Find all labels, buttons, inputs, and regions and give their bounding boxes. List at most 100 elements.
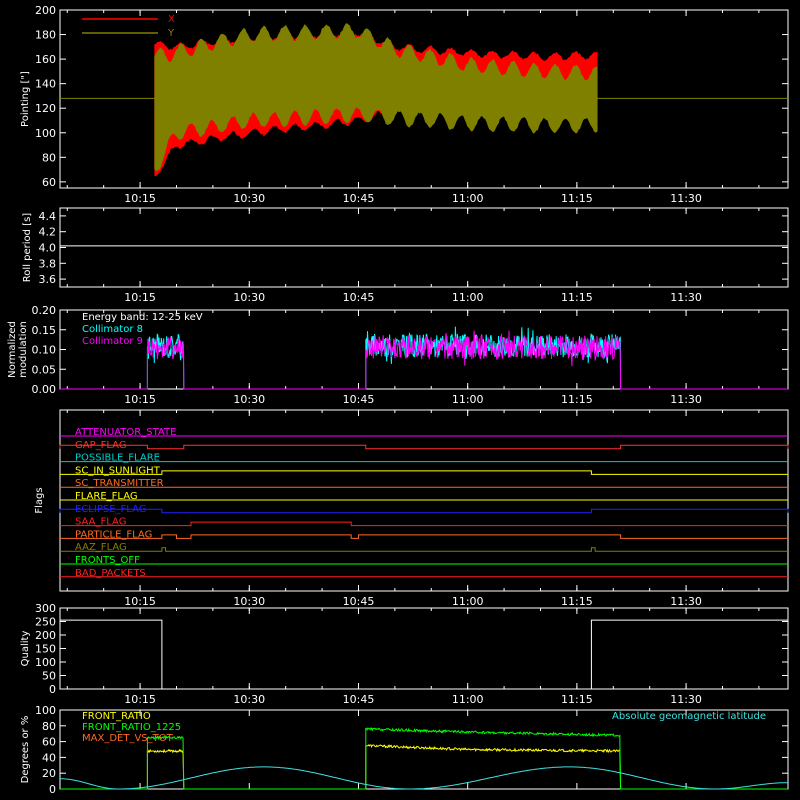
flag-line-aaz_flag [60, 547, 788, 552]
y-tick-label: 100 [35, 656, 56, 669]
y-tick-label: 300 [35, 602, 56, 615]
y-tick-label: 4.2 [39, 226, 57, 239]
flag-label-aaz_flag: AAZ_FLAG [75, 542, 127, 553]
y-tick-label: 80 [42, 720, 56, 733]
y-tick-label: 80 [42, 151, 56, 164]
flag-label-eclipse_flag: ECLIPSE_FLAG [75, 504, 146, 515]
y-tick-label: 0.05 [32, 363, 57, 376]
flag-label-possible_flare: POSSIBLE_FLARE [75, 453, 160, 464]
x-tick-label: 11:00 [452, 595, 484, 608]
x-tick-label: 10:15 [124, 595, 156, 608]
x-tick-label: 10:15 [124, 192, 156, 205]
series-collimator-9 [60, 330, 788, 390]
flag-line-sc_in_sunlight [60, 470, 788, 475]
x-tick-label: 10:15 [124, 393, 156, 406]
y-tick-label: 0.10 [32, 344, 57, 357]
flag-line-saa_flag [60, 521, 788, 527]
y-axis-label: Flags [34, 487, 45, 513]
x-tick-label: 10:15 [124, 693, 156, 706]
y-tick-label: 4.4 [39, 210, 57, 223]
y-tick-label: 50 [42, 670, 56, 683]
y-tick-label: 200 [35, 629, 56, 642]
legend-front-ratio: FRONT_RATIO [82, 711, 151, 722]
y-tick-label: 120 [35, 102, 56, 115]
y-tick-label: 0.00 [32, 383, 57, 396]
y-tick-label: 140 [35, 78, 56, 91]
y-tick-label: 3.6 [39, 273, 57, 286]
y-tick-label: 0 [49, 683, 56, 696]
x-tick-label: 10:15 [124, 291, 156, 304]
y-tick-label: 0.15 [32, 324, 57, 337]
legend-Y-label: Y [167, 28, 175, 39]
x-tick-label: 11:15 [561, 693, 593, 706]
x-tick-label: 11:00 [452, 693, 484, 706]
y-tick-label: 200 [35, 4, 56, 17]
x-tick-label: 10:30 [233, 393, 265, 406]
flag-label-gap_flag: GAP_FLAG [75, 440, 127, 451]
x-tick-label: 10:45 [343, 393, 375, 406]
legend-energy-band: Energy band: 12-25 keV [82, 312, 203, 323]
flag-label-attenuator_state: ATTENUATOR_STATE [75, 427, 176, 438]
x-tick-label: 11:30 [670, 693, 702, 706]
legend-max-det-vs-tot: MAX_DET_VS_TOT [82, 733, 174, 744]
flag-line-gap_flag [59, 444, 789, 450]
x-tick-label: 10:45 [343, 192, 375, 205]
x-tick-label: 10:30 [233, 693, 265, 706]
series-front_ratio [60, 744, 788, 790]
x-tick-label: 11:30 [670, 393, 702, 406]
x-tick-label: 10:30 [233, 291, 265, 304]
y-axis-label: Normalized [7, 321, 18, 378]
plot-frame-2 [59, 207, 789, 288]
y-tick-label: 40 [42, 751, 56, 764]
y-axis-label: Degrees or % [20, 716, 31, 784]
x-tick-label: 11:00 [452, 291, 484, 304]
x-tick-label: 11:15 [561, 595, 593, 608]
y-tick-label: 250 [35, 616, 56, 629]
y-axis-label: Quality [20, 631, 31, 667]
legend-collimator-8: Collimator 8 [82, 324, 143, 335]
flag-line-particle_flag [60, 534, 788, 539]
flag-label-sc_transmitter: SC_TRANSMITTER [75, 478, 164, 489]
y-tick-label: 0.20 [32, 304, 57, 317]
y-axis-label: Pointing ["] [20, 71, 31, 127]
series-geomagnetic-latitude [59, 766, 788, 790]
x-tick-label: 10:45 [343, 693, 375, 706]
x-tick-label: 11:30 [670, 291, 702, 304]
x-tick-label: 11:15 [561, 393, 593, 406]
y-tick-label: 100 [35, 127, 56, 140]
y-tick-label: 20 [42, 767, 56, 780]
flag-label-bad_packets: BAD_PACKETS [75, 568, 146, 579]
flag-label-fronts_off: FRONTS_OFF [75, 555, 140, 566]
x-tick-label: 10:45 [343, 595, 375, 608]
legend-X-label: X [168, 14, 175, 25]
quality-line [60, 619, 788, 690]
y-tick-label: 60 [42, 176, 56, 189]
x-tick-label: 10:30 [233, 192, 265, 205]
x-tick-label: 10:30 [233, 595, 265, 608]
flag-label-flare_flag: FLARE_FLAG [75, 491, 138, 502]
y-tick-label: 0 [49, 783, 56, 796]
y-tick-label: 60 [42, 736, 56, 749]
series-collimator-8 [60, 326, 788, 390]
series-Y-envelope [154, 22, 598, 172]
legend-front-ratio-1225: FRONT_RATIO_1225 [82, 722, 181, 733]
flag-label-saa_flag: SAA_FLAG [75, 517, 126, 528]
x-tick-label: 11:00 [452, 393, 484, 406]
series-front_ratio_1225 [60, 727, 788, 790]
x-tick-label: 11:30 [670, 192, 702, 205]
legend-geomagnetic-latitude: Absolute geomagnetic latitude [612, 711, 766, 722]
y-tick-label: 160 [35, 53, 56, 66]
flag-line-eclipse_flag [59, 508, 789, 514]
x-tick-label: 10:45 [343, 291, 375, 304]
y-tick-label: 180 [35, 29, 56, 42]
x-tick-label: 11:15 [561, 291, 593, 304]
y-axis-label: Roll period [s] [22, 213, 33, 282]
y-tick-label: 100 [35, 704, 56, 717]
legend-collimator-9: Collimator 9 [82, 336, 143, 347]
y-tick-label: 150 [35, 643, 56, 656]
x-tick-label: 11:00 [452, 192, 484, 205]
flag-label-particle_flag: PARTICLE_FLAG [75, 529, 152, 540]
x-tick-label: 11:15 [561, 192, 593, 205]
y-tick-label: 4.0 [39, 242, 57, 255]
